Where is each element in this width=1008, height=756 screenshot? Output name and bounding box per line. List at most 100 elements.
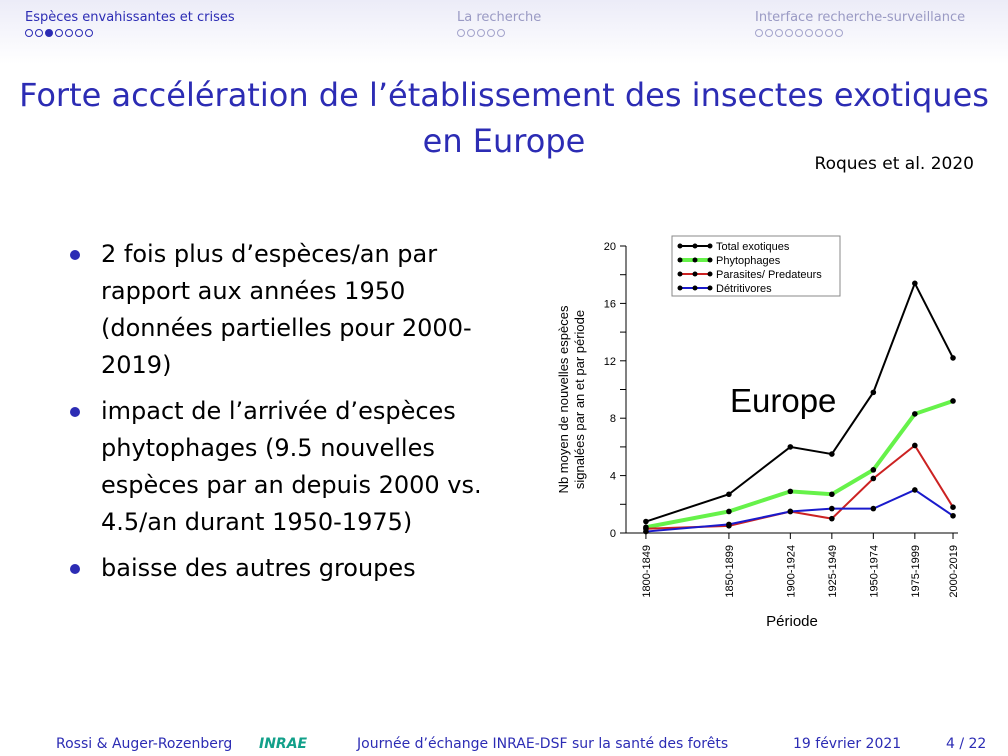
legend-marker (707, 243, 713, 249)
data-point (643, 528, 649, 535)
nav-dot-icon[interactable] (835, 29, 843, 37)
data-point (829, 515, 835, 522)
legend-marker (692, 257, 698, 263)
bullet-item: 2 fois plus d’espèces/an par rapport aux… (70, 236, 510, 384)
data-point (643, 518, 649, 525)
x-tick-label: 1900-1924 (785, 545, 797, 598)
nav-section-dots[interactable] (457, 29, 541, 41)
nav-section-dots[interactable] (25, 29, 235, 41)
nav-section-label: Interface recherche-surveillance (755, 10, 966, 25)
legend-label: Détritivores (716, 283, 772, 295)
legend-marker (707, 271, 713, 277)
data-point (950, 355, 956, 361)
data-point (950, 504, 956, 510)
bullet-text: impact de l’arrivée d’espèces phytophage… (101, 397, 482, 536)
legend-marker (692, 285, 698, 291)
footer-authors: Rossi & Auger-Rozenberg (56, 736, 233, 752)
y-tick-label: 0 (610, 528, 616, 540)
data-point (950, 398, 956, 404)
legend-marker (692, 243, 698, 249)
x-tick-label: 1950-1974 (868, 545, 880, 598)
data-point (787, 508, 794, 515)
footer: Rossi & Auger-Rozenberg INRAE Journée d’… (0, 734, 1008, 756)
nav-dot-icon[interactable] (65, 29, 73, 37)
nav-dot-icon[interactable] (825, 29, 833, 37)
y-tick-label: 8 (610, 413, 616, 425)
legend-marker (677, 243, 683, 249)
nav-dot-icon[interactable] (785, 29, 793, 37)
x-tick-label: 2000-2019 (948, 545, 960, 598)
data-point (829, 505, 835, 512)
data-point (912, 487, 918, 493)
x-tick-label: 1925-1949 (827, 545, 839, 598)
data-point (829, 451, 835, 457)
legend-marker (707, 285, 713, 291)
nav-dot-icon[interactable] (457, 29, 465, 37)
nav-dot-icon[interactable] (477, 29, 485, 37)
series-line-2 (645, 399, 954, 530)
nav-dot-icon[interactable] (467, 29, 475, 37)
series-line-3 (645, 443, 954, 530)
nav-section-especes[interactable]: Espèces envahissantes et crises (25, 10, 235, 41)
x-tick-label: 1850-1899 (724, 545, 736, 598)
data-point (787, 444, 794, 450)
slide-title: Forte accélération de l’établissement de… (19, 76, 989, 160)
data-point (870, 389, 877, 396)
page-number: 4 / 22 (946, 736, 987, 752)
y-axis-title: Nb moyen de nouvelles espèces (556, 305, 571, 493)
data-point (870, 505, 877, 512)
chart-svg: 0 4 8 12 16 20 1800-1849 1850-1899 1900-1924 1925… (556, 235, 960, 630)
x-axis-title: Période (766, 613, 818, 630)
footer-event: Journée d’échange INRAE-DSF sur la santé… (357, 736, 729, 752)
navigation-bar: Espèces envahissantes et crises La reche… (0, 0, 1008, 64)
x-tick-label: 1800-1849 (641, 545, 653, 598)
nav-section-dots[interactable] (755, 29, 965, 41)
nav-section-label: La recherche (457, 10, 542, 25)
nav-dot-icon[interactable] (755, 29, 763, 37)
y-tick-label: 16 (604, 298, 616, 310)
data-point (726, 508, 732, 515)
bullet-icon (70, 250, 80, 260)
data-point (912, 442, 918, 449)
nav-dot-icon[interactable] (85, 29, 93, 37)
nav-dot-icon[interactable] (497, 29, 505, 37)
data-point (870, 467, 877, 473)
nav-dot-icon[interactable] (775, 29, 783, 37)
nav-dot-icon[interactable] (795, 29, 803, 37)
nav-dot-icon[interactable] (45, 29, 53, 37)
chart-annotation: Europe (730, 382, 836, 419)
legend-marker (692, 271, 698, 277)
data-point (950, 512, 956, 519)
data-point (912, 411, 918, 417)
data-point (726, 491, 732, 498)
y-axis-title: signalées par an et par période (572, 310, 587, 489)
citation: Roques et al. 2020 (814, 154, 974, 174)
nav-dot-icon[interactable] (55, 29, 63, 37)
nav-dot-icon[interactable] (805, 29, 813, 37)
bullet-text: 2 fois plus d’espèces/an par rapport aux… (101, 240, 472, 379)
nav-dot-icon[interactable] (75, 29, 83, 37)
bullet-list: 2 fois plus d’espèces/an par rapport aux… (70, 236, 510, 596)
data-point (726, 521, 732, 528)
bullet-item: impact de l’arrivée d’espèces phytophage… (70, 393, 510, 541)
nav-dot-icon[interactable] (765, 29, 773, 37)
legend-label: Parasites/ Predateurs (716, 269, 822, 281)
nav-dot-icon[interactable] (35, 29, 43, 37)
nav-dot-icon[interactable] (25, 29, 33, 37)
nav-section-label: Espèces envahissantes et crises (25, 10, 235, 25)
nav-dot-icon[interactable] (815, 29, 823, 37)
bullet-icon (70, 407, 80, 417)
legend-label: Phytophages (716, 255, 781, 267)
y-tick-label: 20 (604, 241, 616, 253)
legend-label: Total exotiques (716, 241, 790, 253)
series-line-4 (645, 488, 954, 533)
nav-dot-icon[interactable] (487, 29, 495, 37)
footer-date: 19 février 2021 (793, 736, 902, 752)
nav-section-recherche[interactable]: La recherche (457, 10, 541, 41)
bullet-item: baisse des autres groupes (70, 550, 510, 587)
data-point (912, 280, 918, 287)
legend-marker (677, 271, 683, 277)
bullet-icon (70, 564, 80, 574)
x-tick-label: 1975-1999 (910, 545, 922, 598)
nav-section-interface[interactable]: Interface recherche-surveillance (755, 10, 965, 41)
